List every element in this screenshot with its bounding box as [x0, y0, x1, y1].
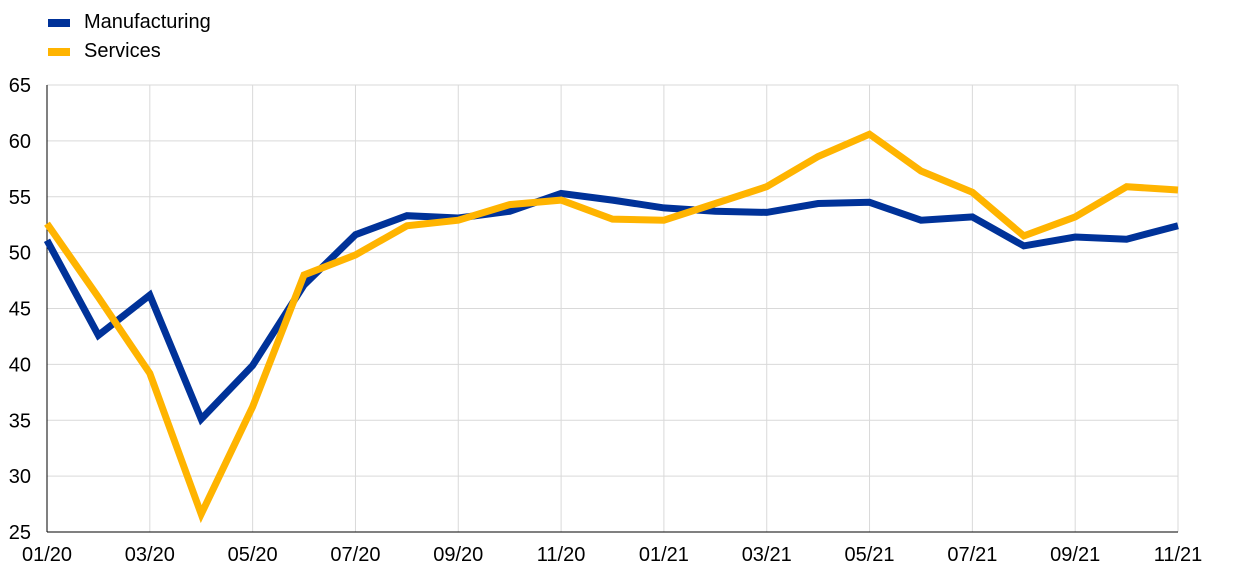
x-tick-label: 03/20 — [125, 544, 175, 566]
y-tick-label: 40 — [9, 354, 31, 376]
x-tick-label: 11/20 — [537, 544, 586, 566]
x-tick-label: 01/20 — [22, 544, 72, 566]
x-tick-label: 03/21 — [742, 544, 792, 566]
x-tick-label: 05/20 — [228, 544, 278, 566]
x-tick-label: 07/21 — [947, 544, 997, 566]
y-tick-label: 30 — [9, 466, 31, 488]
legend-label-manufacturing: Manufacturing — [84, 11, 211, 33]
legend-swatch-services — [48, 47, 70, 56]
x-tick-label: 05/21 — [845, 544, 895, 566]
axes — [46, 85, 1178, 533]
series-lines — [43, 130, 1179, 524]
legend-label-services: Services — [84, 40, 161, 62]
legend-swatch-manufacturing — [48, 18, 70, 27]
x-tick-labels: 01/20 03/20 05/20 07/20 09/20 11/20 01/21 03/21… — [22, 544, 1202, 566]
y-tick-label: 45 — [9, 299, 31, 321]
x-tick-label: 01/21 — [639, 544, 689, 566]
x-tick-label: 09/20 — [433, 544, 483, 566]
y-tick-label: 50 — [9, 243, 31, 265]
y-tick-label: 55 — [9, 187, 31, 209]
x-tick-label: 07/20 — [330, 544, 380, 566]
series-line-manufacturing — [43, 189, 1179, 426]
legend: Manufacturing Services — [48, 8, 211, 66]
series-line-services — [44, 130, 1179, 524]
y-tick-label: 65 — [9, 75, 31, 97]
x-tick-label: 09/21 — [1050, 544, 1100, 566]
grid — [47, 84, 1179, 532]
y-tick-labels: 25 30 35 40 45 50 55 60 65 — [9, 75, 31, 544]
y-tick-label: 35 — [9, 410, 31, 432]
y-tick-label: 25 — [9, 522, 31, 544]
x-tick-label: 11/21 — [1154, 544, 1203, 566]
y-tick-label: 60 — [9, 131, 31, 153]
legend-item-manufacturing: Manufacturing — [48, 8, 211, 37]
legend-item-services: Services — [48, 37, 211, 66]
